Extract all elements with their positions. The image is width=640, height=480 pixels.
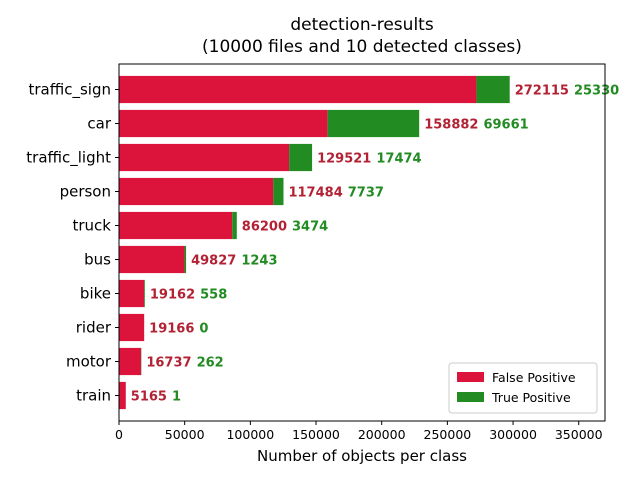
bar-false-positive-traffic_sign — [119, 75, 477, 104]
x-tick-label-0: 0 — [115, 427, 123, 442]
category-label-traffic_sign: traffic_sign — [29, 81, 112, 100]
value-label-fp-rider: 19166 — [149, 322, 194, 337]
value-label-car: 158882 69661 — [424, 118, 529, 133]
value-label-tp-motor: 262 — [197, 356, 224, 371]
bar-true-positive-traffic_sign — [476, 75, 510, 104]
chart-title: detection-results — [290, 15, 434, 35]
value-label-fp-bike: 19162 — [150, 288, 195, 303]
bar-false-positive-traffic_light — [119, 143, 290, 172]
value-label-tp-rider: 0 — [199, 322, 208, 337]
bar-true-positive-bike — [144, 279, 145, 308]
value-label-fp-traffic_light: 129521 — [317, 152, 371, 167]
value-label-traffic_sign: 272115 25330 — [515, 84, 620, 99]
category-label-person: person — [60, 183, 111, 201]
bar-true-positive-traffic_light — [289, 143, 313, 172]
value-label-rider: 19166 0 — [149, 322, 208, 337]
value-labels-group: 272115 25330 158882 69661 129521 17474 117484 7… — [131, 84, 619, 405]
value-label-truck: 86200 3474 — [242, 220, 328, 235]
category-label-truck: truck — [73, 217, 112, 235]
x-tick-label-350000: 350000 — [555, 427, 603, 442]
bar-true-positive-car — [327, 109, 420, 138]
bar-true-positive-truck — [232, 211, 237, 240]
x-tick-label-300000: 300000 — [489, 427, 537, 442]
value-label-tp-truck: 3474 — [292, 220, 328, 235]
value-label-bus: 49827 1243 — [191, 254, 277, 269]
x-axis-label: Number of objects per class — [257, 447, 467, 465]
plot-frame — [118, 63, 606, 422]
x-tick-label-250000: 250000 — [424, 427, 472, 442]
value-label-tp-train: 1 — [172, 390, 181, 405]
value-label-fp-person: 117484 — [288, 186, 342, 201]
category-label-bus: bus — [84, 251, 111, 269]
bar-false-positive-bus — [119, 245, 185, 274]
value-label-bike: 19162 558 — [150, 288, 227, 303]
value-label-fp-motor: 16737 — [146, 356, 191, 371]
category-label-traffic_light: traffic_light — [26, 149, 111, 168]
value-label-fp-train: 5165 — [131, 390, 167, 405]
value-label-fp-traffic_sign: 272115 — [515, 84, 569, 99]
bar-true-positive-bus — [184, 245, 187, 274]
legend-swatch-1 — [457, 392, 484, 402]
legend-box — [448, 362, 598, 414]
bars-group — [119, 75, 510, 410]
x-tick-label-150000: 150000 — [292, 427, 340, 442]
value-label-train: 5165 1 — [131, 390, 181, 405]
value-label-person: 117484 7737 — [288, 186, 383, 201]
category-label-car: car — [87, 115, 111, 133]
legend-swatch-0 — [457, 372, 484, 382]
value-label-fp-truck: 86200 — [242, 220, 287, 235]
value-label-tp-traffic_light: 17474 — [376, 152, 421, 167]
bar-false-positive-train — [119, 381, 126, 410]
value-label-tp-person: 7737 — [348, 186, 384, 201]
legend-label-0: False Positive — [492, 370, 576, 385]
category-label-motor: motor — [66, 353, 112, 371]
category-label-train: train — [76, 387, 111, 405]
bar-false-positive-rider — [119, 313, 145, 342]
value-label-tp-car: 69661 — [483, 118, 528, 133]
chart-subtitle: (10000 files and 10 detected classes) — [202, 37, 522, 57]
legend-label-1: True Positive — [491, 390, 571, 405]
value-label-motor: 16737 262 — [146, 356, 223, 371]
bar-false-positive-motor — [119, 347, 141, 376]
category-label-rider: rider — [76, 319, 112, 337]
value-label-tp-bike: 558 — [200, 288, 227, 303]
x-tick-label-200000: 200000 — [358, 427, 406, 442]
value-label-fp-bus: 49827 — [191, 254, 236, 269]
bar-false-positive-person — [119, 177, 274, 206]
bar-false-positive-bike — [119, 279, 145, 308]
category-label-bike: bike — [80, 285, 111, 303]
value-label-tp-bus: 1243 — [241, 254, 277, 269]
bar-true-positive-person — [273, 177, 284, 206]
bar-false-positive-truck — [119, 211, 233, 240]
bar-false-positive-car — [119, 109, 328, 138]
legend: False Positive True Positive — [448, 362, 598, 414]
x-tick-label-100000: 100000 — [226, 427, 274, 442]
x-ticks-group: 0 50000 100000 150000 200000 250000 300000 3500… — [115, 421, 603, 442]
value-label-tp-traffic_sign: 25330 — [574, 84, 619, 99]
x-tick-label-50000: 50000 — [165, 427, 205, 442]
value-label-fp-car: 158882 — [424, 118, 478, 133]
value-label-traffic_light: 129521 17474 — [317, 152, 422, 167]
